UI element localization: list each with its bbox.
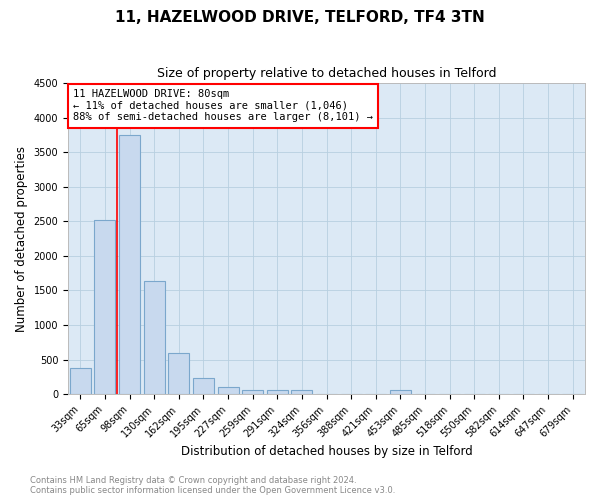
Bar [267, 390, 288, 394]
Text: 11 HAZELWOOD DRIVE: 80sqm
← 11% of detached houses are smaller (1,046)
88% of se: 11 HAZELWOOD DRIVE: 80sqm ← 11% of detac… [73, 90, 373, 122]
Text: 11, HAZELWOOD DRIVE, TELFORD, TF4 3TN: 11, HAZELWOOD DRIVE, TELFORD, TF4 3TN [115, 10, 485, 25]
Bar [70, 368, 91, 394]
Bar [193, 378, 214, 394]
Bar [144, 281, 164, 394]
Bar [94, 220, 115, 394]
Bar [119, 135, 140, 394]
X-axis label: Distribution of detached houses by size in Telford: Distribution of detached houses by size … [181, 444, 472, 458]
Bar [218, 386, 239, 394]
Y-axis label: Number of detached properties: Number of detached properties [15, 146, 28, 332]
Bar [292, 390, 313, 394]
Bar [390, 390, 411, 394]
Bar [169, 352, 189, 394]
Bar [242, 390, 263, 394]
Title: Size of property relative to detached houses in Telford: Size of property relative to detached ho… [157, 68, 496, 80]
Text: Contains HM Land Registry data © Crown copyright and database right 2024.
Contai: Contains HM Land Registry data © Crown c… [30, 476, 395, 495]
